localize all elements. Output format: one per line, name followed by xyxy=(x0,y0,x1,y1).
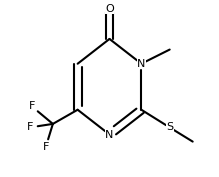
Text: N: N xyxy=(137,59,146,69)
Text: F: F xyxy=(42,142,49,152)
Text: F: F xyxy=(28,101,35,111)
Text: F: F xyxy=(27,122,33,132)
Text: N: N xyxy=(105,130,114,139)
Text: S: S xyxy=(166,122,173,132)
Text: O: O xyxy=(105,4,114,14)
